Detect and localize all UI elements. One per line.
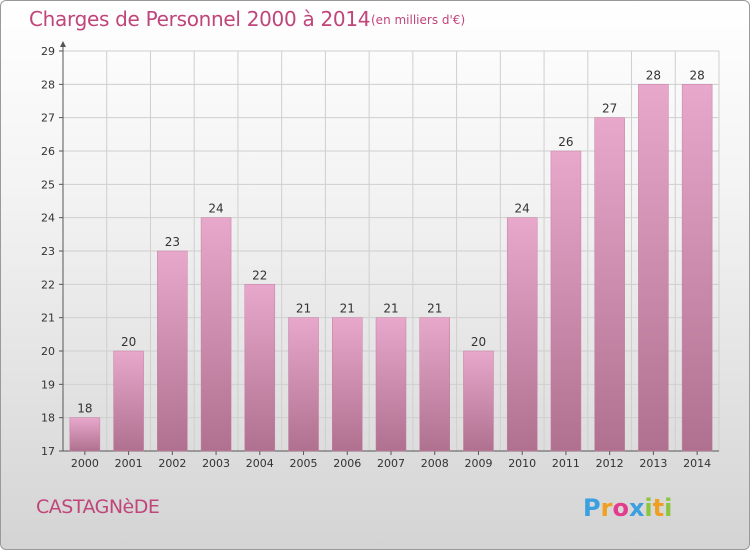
x-tick-label: 2006 [333,457,361,470]
bar-2013 [638,84,669,452]
y-tick-label: 29 [41,45,55,58]
y-tick-label: 18 [41,412,55,425]
bar-2007 [375,317,407,452]
commune-name: CASTAGNèDE [36,496,160,518]
x-tick-label: 2014 [683,457,711,470]
x-tick-label: 2003 [202,457,230,470]
bar-2014 [681,84,713,452]
chart-title: Charges de Personnel 2000 à 2014 [29,7,371,31]
data-label: 20 [471,335,486,349]
bar-2003 [200,217,232,452]
x-tick-label: 2004 [246,457,274,470]
bar-2001 [113,350,144,452]
bar-2005 [288,317,319,452]
data-label: 21 [340,302,355,316]
x-tick-label: 2005 [290,457,318,470]
bar-2010 [506,217,538,452]
data-label: 21 [296,302,311,316]
y-tick-label: 23 [41,245,55,258]
data-label: 28 [646,68,661,82]
x-tick-label: 2010 [508,457,536,470]
data-label: 28 [689,68,704,82]
svg-text:Proxiti: Proxiti [583,494,672,522]
y-tick-label: 25 [41,178,55,191]
chart-subtitle: (en milliers d'€) [371,13,466,27]
data-label: 26 [558,135,573,149]
bar-2012 [594,117,625,452]
y-tick-label: 20 [41,345,55,358]
x-tick-label: 2011 [552,457,580,470]
bars [69,84,713,452]
x-tick-label: 2007 [377,457,405,470]
x-tick-label: 2001 [115,457,143,470]
x-tick-label: 2008 [421,457,449,470]
bar-2011 [550,150,582,452]
x-tick-label: 2012 [596,457,624,470]
y-tick-label: 26 [41,145,55,158]
data-label: 18 [77,402,92,416]
bar-2000 [69,417,101,452]
data-label: 27 [602,102,617,116]
data-label: 21 [383,302,398,316]
x-tick-label: 2009 [464,457,492,470]
y-tick-label: 24 [41,212,55,225]
data-label: 20 [121,335,136,349]
x-tick-label: 2002 [158,457,186,470]
y-tick-label: 21 [41,312,55,325]
x-tick-label: 2013 [639,457,667,470]
y-tick-label: 19 [41,378,55,391]
y-axis-arrow [60,41,66,47]
data-labels: 18 20 23 24 22 21 21 21 21 20 24 26 27 28 28 [77,68,705,415]
proxiti-logo: Proxiti [583,494,672,522]
data-label: 24 [208,202,223,216]
data-label: 23 [165,235,180,249]
data-label: 21 [427,302,442,316]
y-tick-label: 27 [41,112,55,125]
y-tick-label: 17 [41,445,55,458]
bar-2004 [244,284,276,452]
bar-2006 [332,317,363,452]
y-tick-label: 28 [41,78,55,91]
data-label: 24 [515,202,530,216]
y-tick-label: 22 [41,278,55,291]
bar-2008 [419,317,450,452]
bar-2002 [157,250,188,452]
data-label: 22 [252,268,267,282]
x-tick-label: 2000 [71,457,99,470]
bar-2009 [463,350,494,452]
